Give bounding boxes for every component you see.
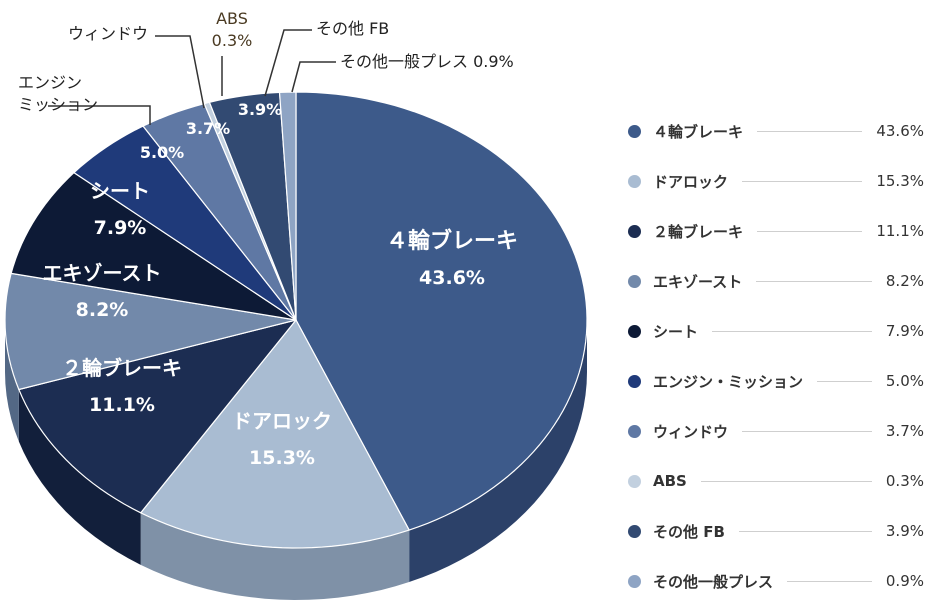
callout-line-6 bbox=[155, 35, 205, 109]
legend-value: 15.3% bbox=[876, 172, 924, 190]
slice-value-label-2: 11.1% bbox=[89, 394, 155, 416]
pie-side-1 bbox=[140, 512, 410, 600]
legend-item: ４輪ブレーキ 43.6% bbox=[626, 106, 924, 156]
pie-slice-1 bbox=[140, 319, 410, 549]
pie-slices bbox=[4, 91, 588, 549]
slice-value-label-5: 5.0% bbox=[140, 143, 184, 162]
callout-line-8 bbox=[264, 29, 312, 97]
legend-swatch bbox=[628, 224, 641, 238]
legend-value: 5.0% bbox=[885, 372, 924, 390]
slice-name-label-0: ４輪ブレーキ bbox=[386, 228, 518, 254]
legend-label: ４輪ブレーキ bbox=[653, 122, 744, 141]
slice-name-label-4: シート bbox=[90, 179, 150, 203]
legend-swatch bbox=[628, 124, 641, 138]
pie-side-2 bbox=[18, 389, 141, 565]
legend-leader-line bbox=[817, 380, 872, 382]
pie-slice-2 bbox=[18, 319, 297, 514]
legend-item: ABS 0.3% bbox=[626, 456, 924, 506]
legend-leader-line bbox=[756, 280, 872, 282]
legend-value: 3.9% bbox=[885, 522, 924, 540]
callout-name-label-8: その他 FB bbox=[316, 19, 389, 38]
legend-item: エキゾースト 8.2% bbox=[626, 256, 924, 306]
legend-value: 11.1% bbox=[876, 222, 924, 240]
pie-slice-9 bbox=[278, 91, 297, 321]
legend-item: ウィンドウ 3.7% bbox=[626, 406, 924, 456]
legend-label: ABS bbox=[653, 472, 687, 490]
legend-value: 0.9% bbox=[885, 572, 924, 590]
legend-swatch bbox=[628, 374, 641, 388]
legend: ４輪ブレーキ 43.6% ドアロック 15.3% ２輪ブレーキ 11.1% エキゾースト 8.… bbox=[626, 106, 924, 606]
legend-swatch bbox=[628, 474, 641, 488]
pie-slice-6 bbox=[142, 103, 297, 321]
callout-line-9 bbox=[291, 61, 336, 93]
slice-value-label-4: 7.9% bbox=[94, 217, 147, 239]
legend-leader-line bbox=[700, 480, 872, 482]
legend-item: シート 7.9% bbox=[626, 306, 924, 356]
legend-label: ２輪ブレーキ bbox=[653, 222, 744, 241]
legend-item: その他 FB 3.9% bbox=[626, 506, 924, 556]
slice-value-label-1: 15.3% bbox=[249, 447, 315, 469]
legend-value: 8.2% bbox=[885, 272, 924, 290]
legend-leader-line bbox=[738, 530, 872, 532]
legend-label: ドアロック bbox=[653, 172, 729, 191]
slice-value-label-0: 43.6% bbox=[419, 267, 485, 289]
legend-value: 3.7% bbox=[885, 422, 924, 440]
callout-name-label-7: ABS bbox=[216, 9, 248, 28]
pie-labels: ４輪ブレーキ 43.6% ドアロック 15.3% ２輪ブレーキ 11.1% エキゾースト 8.… bbox=[18, 9, 518, 469]
legend-value: 43.6% bbox=[876, 122, 924, 140]
callout-name-label-5: エンジン bbox=[18, 73, 82, 92]
slice-value-label-6: 3.7% bbox=[186, 119, 230, 138]
legend-swatch bbox=[628, 274, 641, 288]
legend-label: その他一般プレス bbox=[653, 572, 774, 591]
slice-value-label-8: 3.9% bbox=[238, 100, 282, 119]
callout-value-label-7: 0.3% bbox=[212, 31, 253, 50]
legend-leader-line bbox=[757, 230, 863, 232]
legend-leader-line bbox=[742, 430, 872, 432]
legend-label: エキゾースト bbox=[653, 272, 743, 291]
callout-line-5 bbox=[48, 105, 151, 125]
legend-leader-line bbox=[712, 330, 872, 332]
legend-swatch bbox=[628, 324, 641, 338]
callout-name-label-9: その他一般プレス 0.9% bbox=[340, 52, 514, 71]
legend-item: ドアロック 15.3% bbox=[626, 156, 924, 206]
slice-name-label-2: ２輪ブレーキ bbox=[62, 356, 182, 380]
legend-label: その他 FB bbox=[653, 522, 725, 541]
legend-swatch bbox=[628, 524, 641, 538]
legend-item: その他一般プレス 0.9% bbox=[626, 556, 924, 606]
callout-name-label-6: ウィンドウ bbox=[68, 24, 148, 43]
legend-label: ウィンドウ bbox=[653, 422, 729, 441]
legend-leader-line bbox=[757, 130, 863, 132]
callout-name-label-5: ミッション bbox=[18, 95, 98, 114]
pie-slice-8 bbox=[208, 91, 297, 321]
legend-item: ２輪ブレーキ 11.1% bbox=[626, 206, 924, 256]
slice-value-label-3: 8.2% bbox=[76, 299, 129, 321]
pie-chart: ４輪ブレーキ 43.6% ドアロック 15.3% ２輪ブレーキ 11.1% エキゾースト 8.… bbox=[4, 9, 588, 600]
legend-leader-line bbox=[787, 580, 872, 582]
legend-swatch bbox=[628, 424, 641, 438]
pie-slice-0 bbox=[295, 91, 588, 531]
slice-name-label-1: ドアロック bbox=[232, 409, 332, 433]
legend-label: シート bbox=[653, 322, 699, 341]
pie-slice-5 bbox=[73, 125, 297, 321]
legend-leader-line bbox=[742, 180, 863, 182]
legend-swatch bbox=[628, 174, 641, 188]
legend-value: 7.9% bbox=[885, 322, 924, 340]
pie-side-3 bbox=[5, 320, 19, 442]
pie-side-walls bbox=[5, 320, 587, 600]
legend-item: エンジン・ミッション 5.0% bbox=[626, 356, 924, 406]
legend-swatch bbox=[628, 574, 641, 588]
legend-label: エンジン・ミッション bbox=[653, 372, 804, 391]
pie-side-0 bbox=[409, 320, 587, 583]
slice-name-label-3: エキゾースト bbox=[43, 261, 162, 285]
legend-value: 0.3% bbox=[885, 472, 924, 490]
pie-slice-4 bbox=[10, 172, 297, 321]
pie-slice-3 bbox=[4, 272, 297, 391]
